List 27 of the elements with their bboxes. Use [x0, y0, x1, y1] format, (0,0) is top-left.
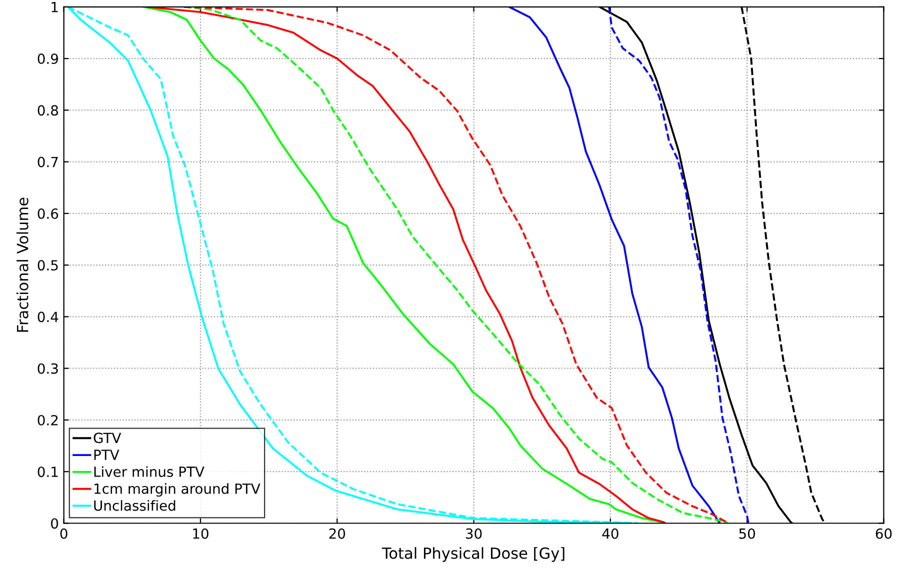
y-tick-label: 0.8 [38, 105, 58, 116]
line-series [508, 6, 721, 524]
x-tick-label: 20 [329, 528, 346, 539]
y-tick-label: 0.4 [38, 312, 58, 322]
y-tick-label: 0.7 [38, 156, 58, 168]
y-tick-label: 0.9 [38, 54, 58, 64]
legend-label: 1cm margin around PTV [94, 483, 260, 497]
y-tick-label: 1 [52, 2, 58, 12]
line-series [608, 6, 750, 524]
legend-label: Liver minus PTV [94, 466, 204, 478]
y-tick-label: 0 [51, 518, 58, 529]
x-tick-label: 40 [602, 528, 618, 539]
y-tick-label: 0.2 [38, 414, 58, 426]
y-tick-label: 0.5 [38, 260, 58, 271]
legend-label: PTV [94, 450, 120, 460]
y-tick-label: 0.6 [38, 208, 58, 219]
legend-label: Unclassified [94, 500, 176, 511]
legend-label: GTV [94, 432, 122, 444]
y-tick-label: 0.1 [38, 466, 58, 478]
x-tick-label: 30 [466, 528, 482, 539]
x-tick-label: 0 [60, 528, 68, 539]
x-tick-label: 50 [739, 528, 755, 539]
y-tick-label: 0.3 [38, 363, 58, 374]
x-tick-label: 60 [876, 528, 892, 539]
y-axis-title: Fractional Volume [16, 198, 28, 332]
x-tick-label: 10 [193, 528, 208, 539]
x-axis-title: Total Physical Dose [Gy] [382, 547, 564, 562]
